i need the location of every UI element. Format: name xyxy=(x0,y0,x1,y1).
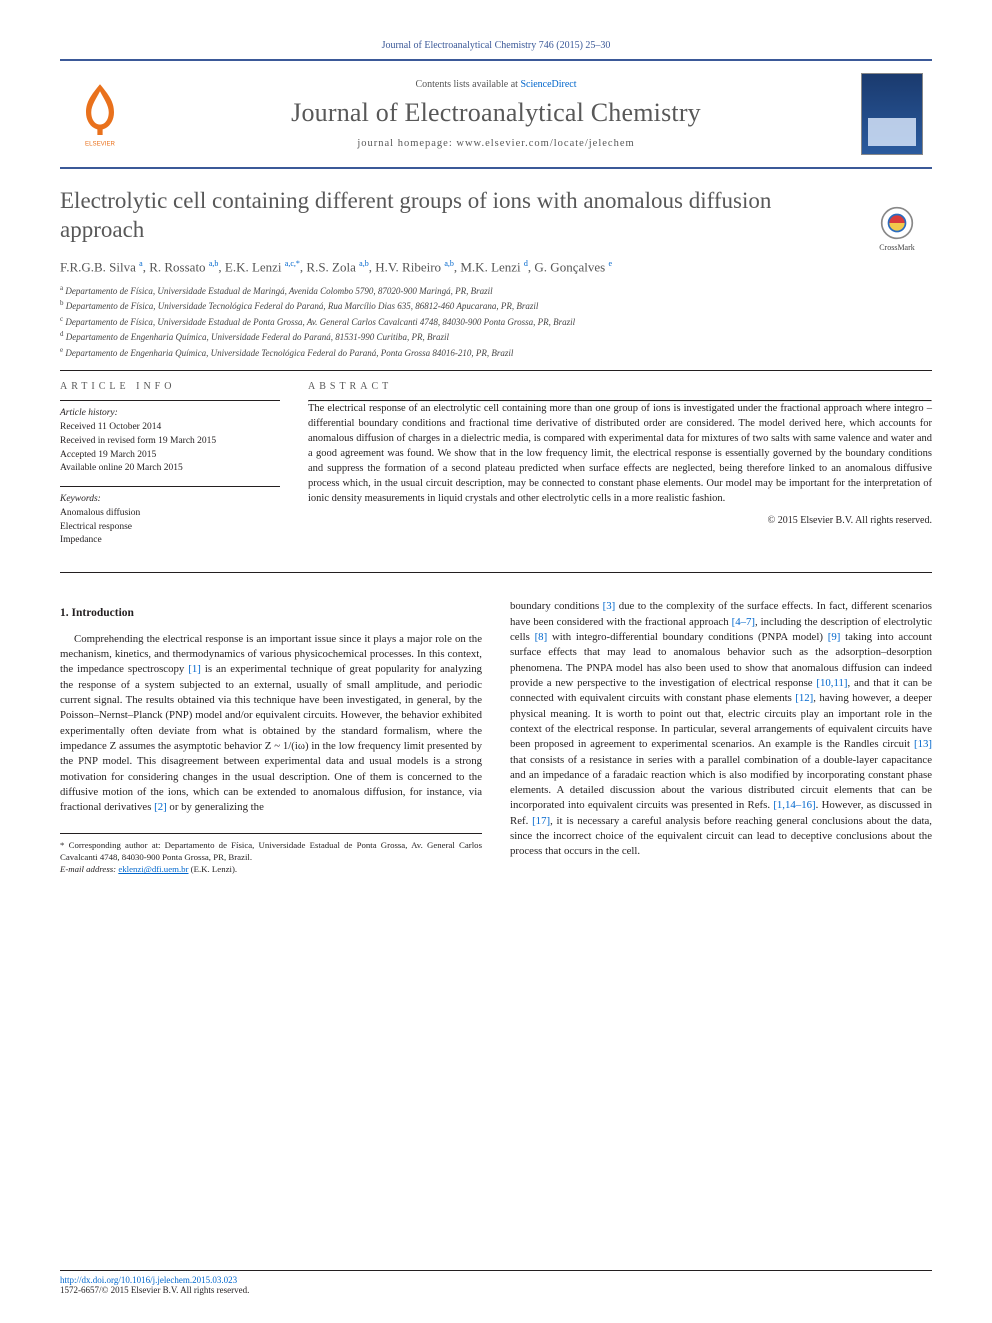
corresponding-author-text: * Corresponding author at: Departamento … xyxy=(60,840,482,864)
keywords-block: Keywords: Anomalous diffusionElectrical … xyxy=(60,493,280,548)
crossmark-label: CrossMark xyxy=(862,243,932,252)
section-heading-introduction: 1. Introduction xyxy=(60,605,482,621)
article-info-label: article info xyxy=(60,381,280,392)
intro-paragraph-col2: boundary conditions [3] due to the compl… xyxy=(510,599,932,860)
abstract-copyright: © 2015 Elsevier B.V. All rights reserved… xyxy=(308,515,932,526)
publisher-logo-wrap: ELSEVIER xyxy=(60,79,140,149)
history-line: Available online 20 March 2015 xyxy=(60,462,280,476)
affiliation-line: e Departamento de Engenharia Química, Un… xyxy=(60,345,932,361)
author-list: F.R.G.B. Silva a, R. Rossato a,b, E.K. L… xyxy=(60,259,932,275)
affiliation-line: b Departamento de Física, Universidade T… xyxy=(60,298,932,314)
article-info-column: article info Article history: Received 1… xyxy=(60,381,280,558)
affiliation-line: d Departamento de Engenharia Química, Un… xyxy=(60,329,932,345)
history-line: Received in revised form 19 March 2015 xyxy=(60,435,280,449)
abstract-text: The electrical response of an electrolyt… xyxy=(308,402,932,506)
corresponding-email-link[interactable]: eklenzi@dfi.uem.br xyxy=(118,864,188,874)
citation-ref-link[interactable]: [1] xyxy=(188,663,201,675)
article-history: Article history: Received 11 October 201… xyxy=(60,407,280,476)
contents-pre: Contents lists available at xyxy=(415,79,520,90)
citation-ref-link[interactable]: [9] xyxy=(828,631,841,643)
crossmark-badge[interactable]: CrossMark xyxy=(862,206,932,252)
article-title: Electrolytic cell containing different g… xyxy=(60,187,932,245)
keyword-line: Anomalous diffusion xyxy=(60,507,280,521)
journal-cover-thumbnail xyxy=(861,73,923,155)
history-line: Received 11 October 2014 xyxy=(60,421,280,435)
footer-strip: http://dx.doi.org/10.1016/j.jelechem.201… xyxy=(60,1270,932,1295)
citation-ref-link[interactable]: [1,14–16] xyxy=(773,799,815,811)
doi-link[interactable]: http://dx.doi.org/10.1016/j.jelechem.201… xyxy=(60,1275,237,1285)
affiliation-line: c Departamento de Física, Universidade E… xyxy=(60,314,932,330)
intro-paragraph-col1: Comprehending the electrical response is… xyxy=(60,632,482,816)
corresponding-author-footnote: * Corresponding author at: Departamento … xyxy=(60,833,482,876)
elsevier-logo-icon: ELSEVIER xyxy=(70,79,130,149)
citation-ref-link[interactable]: [8] xyxy=(535,631,548,643)
journal-cover-wrap xyxy=(852,73,932,155)
history-label: Article history: xyxy=(60,407,280,421)
abstract-column: abstract The electrical response of an e… xyxy=(308,381,932,558)
keyword-line: Electrical response xyxy=(60,521,280,535)
abstract-label: abstract xyxy=(308,381,932,392)
sciencedirect-link[interactable]: ScienceDirect xyxy=(520,79,576,90)
journal-header: ELSEVIER Contents lists available at Sci… xyxy=(60,59,932,169)
issn-copyright-line: 1572-6657/© 2015 Elsevier B.V. All right… xyxy=(60,1285,249,1295)
journal-name: Journal of Electroanalytical Chemistry xyxy=(140,98,852,128)
rule-below-abstract xyxy=(60,572,932,573)
article-body: 1. Introduction Comprehending the electr… xyxy=(60,599,932,876)
publisher-logo-text: ELSEVIER xyxy=(85,141,115,148)
keywords-label: Keywords: xyxy=(60,493,280,507)
email-paren: (E.K. Lenzi). xyxy=(188,864,237,874)
rule-above-info xyxy=(60,370,932,371)
citation-ref-link[interactable]: [17] xyxy=(532,815,550,827)
citation-line: Journal of Electroanalytical Chemistry 7… xyxy=(60,40,932,51)
contents-available-line: Contents lists available at ScienceDirec… xyxy=(140,79,852,90)
crossmark-icon xyxy=(880,206,914,240)
journal-homepage-line: journal homepage: www.elsevier.com/locat… xyxy=(140,138,852,149)
citation-ref-link[interactable]: [10,11] xyxy=(816,677,847,689)
affiliation-list: a Departamento de Física, Universidade E… xyxy=(60,283,932,361)
citation-ref-link[interactable]: [13] xyxy=(914,738,932,750)
citation-ref-link[interactable]: [4–7] xyxy=(732,616,755,628)
citation-ref-link[interactable]: [12] xyxy=(795,692,813,704)
citation-ref-link[interactable]: [3] xyxy=(603,600,616,612)
affiliation-line: a Departamento de Física, Universidade E… xyxy=(60,283,932,299)
email-label: E-mail address: xyxy=(60,864,116,874)
citation-ref-link[interactable]: [2] xyxy=(154,801,167,813)
history-line: Accepted 19 March 2015 xyxy=(60,449,280,463)
keyword-line: Impedance xyxy=(60,534,280,548)
